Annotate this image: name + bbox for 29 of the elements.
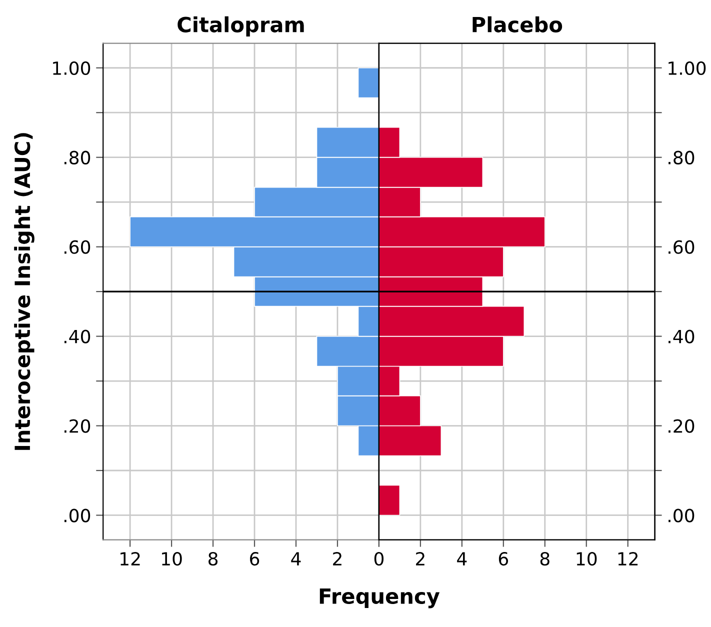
x-tick-label: 4 [457,552,467,566]
x-tick-label: 6 [250,552,260,566]
x-tick-label: 2 [333,552,342,566]
y2-tick-label: .40 [668,330,694,344]
x-tick-label: 10 [162,552,182,566]
chart-title: Citalopram [178,16,304,36]
x-tick-label: 8 [208,552,218,566]
y2-tick-label: .00 [668,508,694,522]
y2-tick-label: .60 [668,240,694,254]
x-axis-title: Frequency [320,588,440,608]
x-tick-label: 0 [374,552,384,566]
x-tick-label: 6 [498,552,508,566]
chart-title: Placebo [472,16,562,32]
x-tick-label: 12 [120,552,140,566]
x-tick-label: 8 [540,552,550,566]
y-tick-label: .80 [64,150,90,164]
y-tick-label: .60 [64,240,90,254]
y2-tick-label: .80 [668,150,694,164]
y-tick-label: .00 [64,508,90,522]
y2-tick-label: 1.00 [668,61,706,75]
x-tick-label: 4 [291,552,301,566]
y-axis-title: Interoceptive Insight (AUC) [14,133,34,450]
x-tick-label: 2 [416,552,424,566]
x-tick-label: 10 [576,552,597,566]
y2-tick-label: .20 [668,419,694,433]
y-tick-label: .40 [64,330,90,344]
y-tick-label: .20 [64,419,90,433]
y-tick-label: 1.00 [53,61,90,75]
x-tick-label: 12 [618,552,638,566]
